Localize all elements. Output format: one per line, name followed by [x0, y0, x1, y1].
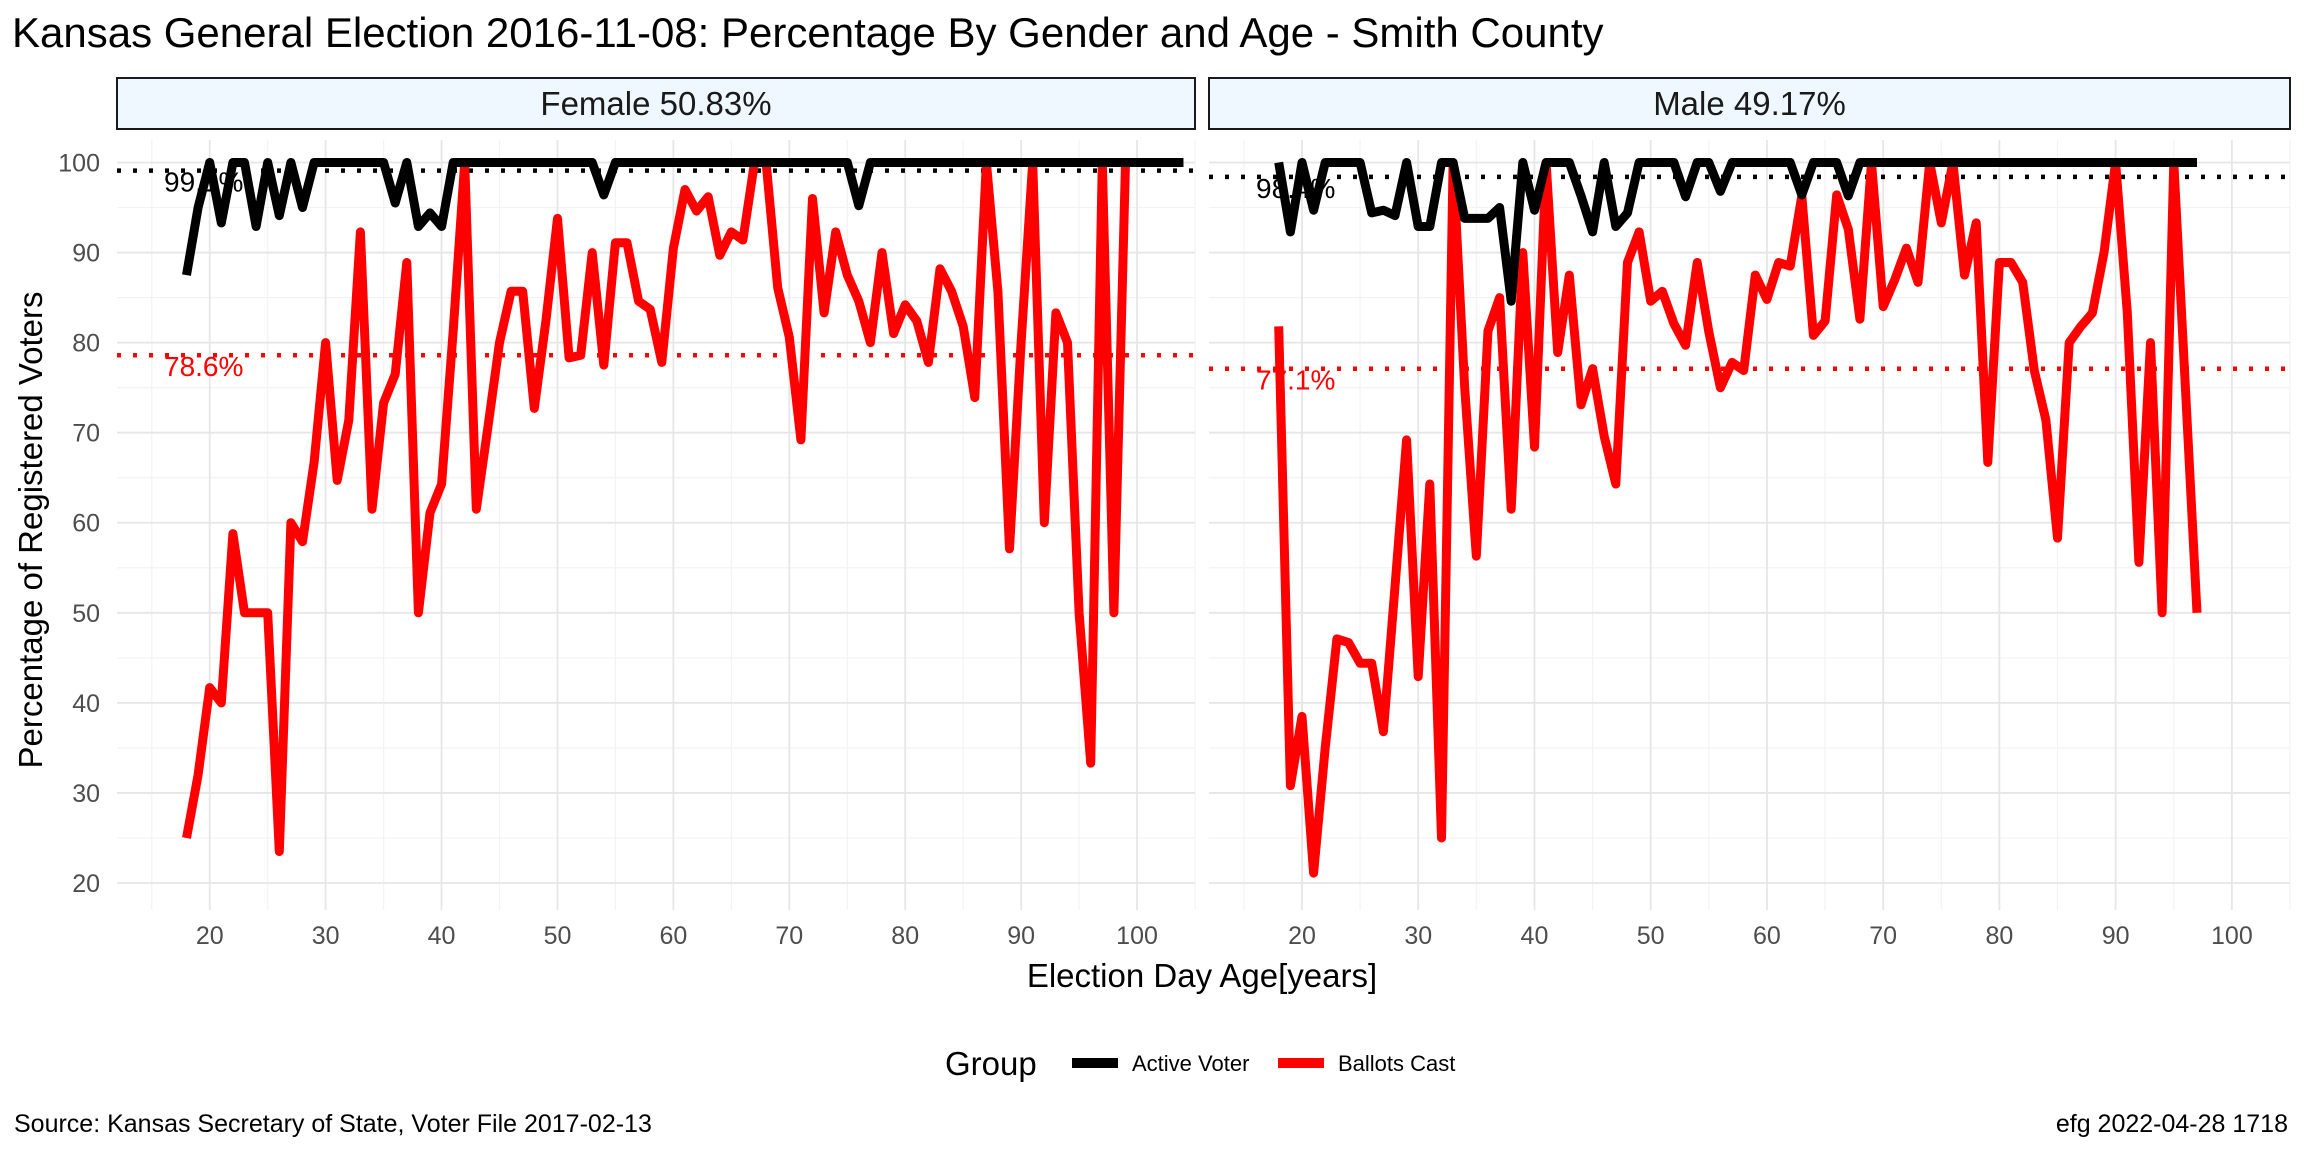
y-tick-label: 30	[72, 780, 100, 808]
x-tick-label: 60	[1753, 922, 1781, 950]
panel-0: Female 50.83% 20 30 40 50 60 70 80 90 100 20 30 40 50…	[58, 77, 1196, 950]
y-tick-label: 70	[72, 420, 100, 448]
facet-strip	[116, 77, 1196, 130]
series-line-ballots-cast	[1274, 158, 2202, 878]
x-tick-label: 50	[1637, 922, 1665, 950]
x-tick-label: 20	[196, 922, 224, 950]
x-tick-label: 50	[544, 922, 572, 950]
y-tick-label: 100	[58, 150, 100, 178]
x-tick-label: 30	[312, 922, 340, 950]
y-tick-label: 60	[72, 510, 100, 538]
x-tick-label: 90	[2102, 922, 2130, 950]
y-tick-label: 40	[72, 690, 100, 718]
x-axis-title: Election Day Age[years]	[1027, 957, 1377, 994]
series-line-active-voter	[1274, 158, 2197, 306]
facet-strip-label: Male 49.17%	[1653, 85, 1846, 122]
series-line-active-voter	[182, 158, 1184, 276]
legend-label-active-voter: Active Voter	[1132, 1051, 1249, 1076]
mean-label-ballots-cast: 78.6%	[164, 351, 243, 382]
x-tick-label: 100	[2211, 922, 2253, 950]
x-tick-label: 70	[775, 922, 803, 950]
mean-label-ballots-cast: 77.1%	[1256, 365, 1335, 396]
y-tick-label: 50	[72, 600, 100, 628]
series-line-ballots-cast	[182, 158, 1184, 856]
facet-strip	[1208, 77, 2291, 130]
x-tick-label: 80	[1986, 922, 2014, 950]
x-tick-label: 90	[1007, 922, 1035, 950]
y-tick-label: 80	[72, 330, 100, 358]
y-tick-label: 90	[72, 240, 100, 268]
y-axis-title: Percentage of Registered Voters	[12, 292, 49, 769]
x-tick-label: 60	[659, 922, 687, 950]
facet-strip-label: Female 50.83%	[540, 85, 771, 122]
mean-label-active-voter: 99.1%	[164, 167, 243, 198]
panel-1: Male 49.17% 20 30 40 50 60 70 80 90 100 98.4% 77.1%	[1208, 77, 2291, 950]
mean-label-active-voter: 98.4%	[1256, 173, 1335, 204]
legend: Group Active Voter Ballots Cast	[945, 1045, 1455, 1082]
x-tick-label: 40	[428, 922, 456, 950]
x-tick-label: 70	[1869, 922, 1897, 950]
y-tick-label: 20	[72, 870, 100, 898]
chart-title: Kansas General Election 2016-11-08: Perc…	[12, 9, 1604, 56]
x-tick-label: 30	[1404, 922, 1432, 950]
x-tick-label: 80	[891, 922, 919, 950]
facet-panels: Female 50.83% 20 30 40 50 60 70 80 90 100 20 30 40 50…	[58, 77, 2291, 950]
caption-credit: efg 2022-04-28 1718	[2056, 1110, 2288, 1138]
x-tick-label: 100	[1116, 922, 1158, 950]
legend-title: Group	[945, 1045, 1037, 1082]
caption-source: Source: Kansas Secretary of State, Voter…	[14, 1110, 652, 1138]
legend-label-ballots-cast: Ballots Cast	[1338, 1051, 1455, 1076]
x-tick-label: 40	[1521, 922, 1549, 950]
x-tick-label: 20	[1288, 922, 1316, 950]
